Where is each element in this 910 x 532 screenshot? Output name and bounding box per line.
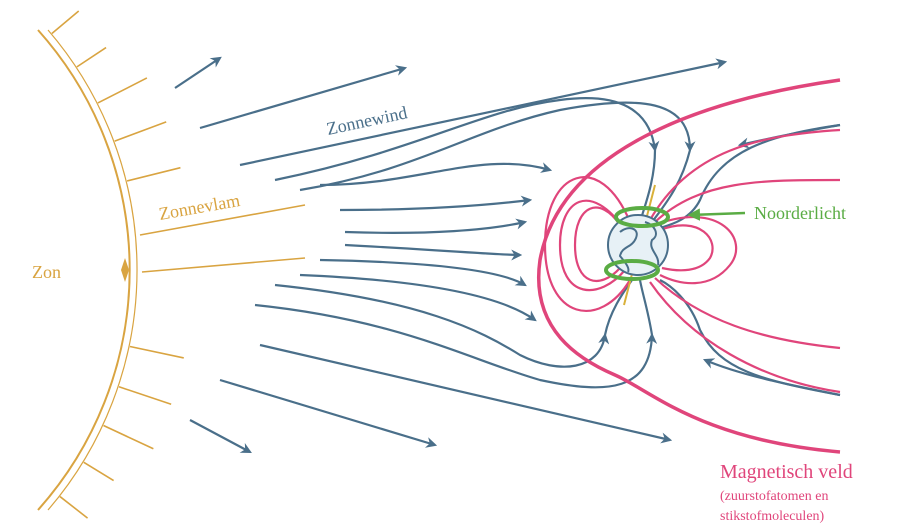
wind-arrow: [174, 56, 222, 89]
aurora-pointer: [687, 208, 746, 221]
wind-line: [339, 195, 533, 212]
sun-label: Zon: [32, 262, 61, 282]
sun-star: [121, 258, 129, 282]
field-note: (zuurstofatomen en: [720, 489, 828, 504]
field-line: [573, 206, 621, 283]
aurora-label: Noorderlicht: [754, 203, 846, 223]
sun-ray: [59, 495, 89, 519]
wind-line: [344, 243, 523, 261]
field-line: [654, 277, 841, 350]
wind-arrow: [199, 65, 408, 130]
sun-edge: [37, 29, 131, 511]
sun: [37, 10, 306, 519]
wind-line: [254, 303, 658, 389]
sun-ray: [83, 461, 115, 482]
wind-line: [319, 258, 527, 287]
wind-line: [274, 97, 660, 182]
wind-line: [319, 162, 553, 187]
wind-arrow: [239, 58, 728, 167]
wind-arrow: [702, 358, 841, 397]
field-note: stikstofmoleculen): [720, 509, 825, 524]
field-line: [649, 281, 841, 394]
solar-wind: [174, 56, 841, 454]
sun-ray: [51, 10, 80, 35]
wind-arrow: [219, 378, 438, 448]
sun-ray: [76, 46, 107, 68]
sun-edge: [47, 29, 138, 511]
sun-ray: [126, 166, 181, 182]
magnetic-field: [536, 78, 841, 454]
field-line: [649, 128, 841, 221]
aurora-ring: [604, 259, 660, 281]
sun-ray: [118, 386, 172, 405]
field-line: [659, 224, 714, 272]
wind-arrow: [189, 419, 252, 454]
magnetopause: [536, 78, 841, 454]
field-label: Magnetisch veld: [720, 461, 853, 483]
flare-ray: [139, 204, 306, 236]
field-line: [654, 178, 841, 223]
wind-line: [299, 101, 696, 192]
sun-ray: [129, 345, 184, 359]
wind-line: [638, 279, 654, 336]
wind-label: Zonnewind: [325, 102, 409, 139]
field-line: [543, 176, 632, 312]
field-line: [558, 199, 626, 292]
aurora-ring: [614, 206, 670, 228]
wind-line: [344, 218, 528, 234]
flare-ray: [141, 257, 306, 273]
wind-line: [299, 273, 537, 322]
sun-ray: [97, 77, 148, 104]
wind-line: [649, 149, 692, 226]
sun-ray: [114, 121, 167, 142]
wind-line: [274, 283, 610, 368]
sun-ray: [103, 424, 154, 450]
wind-line: [659, 279, 841, 397]
wind-arrow: [259, 343, 673, 444]
